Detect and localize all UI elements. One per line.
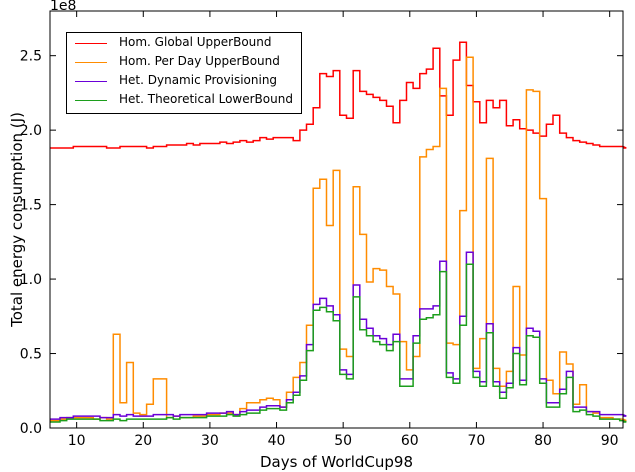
- x-tick-label: 70: [468, 433, 486, 449]
- legend-swatch: [75, 62, 107, 63]
- y-tick-label: 0.0: [20, 421, 42, 437]
- x-tick-label: 60: [401, 433, 419, 449]
- y-tick-label: 1.0: [20, 272, 42, 288]
- legend-label: Hom. Global UpperBound: [119, 35, 272, 49]
- axes-frame: [49, 10, 624, 429]
- x-tick-label: 20: [134, 433, 152, 449]
- legend-item: Het. Theoretical LowerBound: [67, 91, 301, 110]
- y-tick-label: 2.5: [20, 49, 42, 65]
- y-tick-label: 2.0: [20, 123, 42, 139]
- x-tick-label: 50: [334, 433, 352, 449]
- legend-label: Het. Dynamic Provisioning: [119, 73, 278, 87]
- x-tick-label: 10: [68, 433, 86, 449]
- series-line: [50, 263, 627, 423]
- y-multiplier: 1e8: [50, 0, 76, 14]
- y-tick-label: 1.5: [20, 198, 42, 214]
- legend-item: Het. Dynamic Provisioning: [67, 72, 301, 91]
- x-axis-label: Days of WorldCup98: [260, 453, 413, 471]
- y-tick-label: 0.5: [20, 347, 42, 363]
- x-tick-label: 90: [601, 433, 619, 449]
- legend-swatch: [75, 43, 107, 44]
- legend: Hom. Global UpperBound Hom. Per Day Uppe…: [66, 32, 302, 114]
- series-line: [50, 251, 627, 420]
- series-line: [50, 41, 627, 149]
- legend-item: Hom. Per Day UpperBound: [67, 53, 301, 72]
- tick-layer: 10 20 30 40 50 60 70 80 90 0.0 0.5 1.0 1.5 2.0 2.5: [20, 11, 623, 449]
- legend-label: Het. Theoretical LowerBound: [119, 92, 293, 106]
- x-tick-label: 30: [201, 433, 219, 449]
- x-tick-label: 40: [268, 433, 286, 449]
- legend-swatch: [75, 81, 107, 82]
- x-tick-label: 80: [534, 433, 552, 449]
- series-layer: [50, 41, 627, 423]
- y-axis-label: Total energy consumption (J): [8, 112, 26, 328]
- legend-label: Hom. Per Day UpperBound: [119, 54, 280, 68]
- legend-item: Hom. Global UpperBound: [67, 34, 301, 53]
- legend-swatch: [75, 100, 107, 101]
- series-line: [50, 56, 627, 422]
